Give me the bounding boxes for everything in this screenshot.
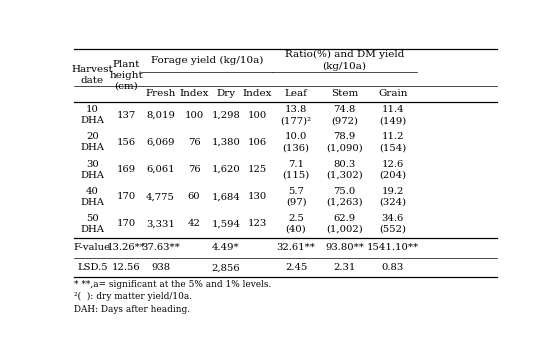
Text: 40
DHA: 40 DHA [80, 187, 104, 207]
Text: 6,061: 6,061 [146, 165, 175, 174]
Text: 106: 106 [248, 138, 267, 147]
Text: 125: 125 [248, 165, 267, 174]
Text: 50
DHA: 50 DHA [80, 214, 104, 234]
Text: 130: 130 [248, 192, 267, 201]
Text: 12.6
(204): 12.6 (204) [379, 160, 406, 180]
Text: Plant
height
(cm): Plant height (cm) [109, 60, 143, 91]
Text: 93.80**: 93.80** [325, 243, 364, 252]
Text: 34.6
(552): 34.6 (552) [379, 214, 406, 234]
Text: Index: Index [243, 89, 273, 98]
Text: DAH: Days after heading.: DAH: Days after heading. [74, 305, 190, 314]
Text: 11.2
(154): 11.2 (154) [379, 132, 406, 152]
Text: 12.56: 12.56 [112, 263, 140, 272]
Text: 2.5
(40): 2.5 (40) [286, 214, 306, 234]
Text: 6,069: 6,069 [147, 138, 175, 147]
Text: 80.3
(1,302): 80.3 (1,302) [326, 160, 363, 180]
Text: 10
DHA: 10 DHA [80, 105, 104, 125]
Text: 1,594: 1,594 [211, 220, 240, 228]
Text: 170: 170 [117, 192, 136, 201]
Text: 5.7
(97): 5.7 (97) [286, 187, 306, 207]
Text: Leaf: Leaf [285, 89, 307, 98]
Text: 1,298: 1,298 [211, 111, 240, 120]
Text: 938: 938 [151, 263, 170, 272]
Text: 170: 170 [117, 220, 136, 228]
Text: 19.2
(324): 19.2 (324) [379, 187, 406, 207]
Text: 76: 76 [188, 138, 200, 147]
Text: 1,684: 1,684 [211, 192, 240, 201]
Text: 75.0
(1,263): 75.0 (1,263) [326, 187, 363, 207]
Text: Harvest
date: Harvest date [72, 65, 113, 85]
Text: 0.83: 0.83 [382, 263, 404, 272]
Text: Grain: Grain [378, 89, 407, 98]
Text: 4,775: 4,775 [146, 192, 175, 201]
Text: 4.49*: 4.49* [212, 243, 240, 252]
Text: Ratio(%) and DM yield
(kg/10a): Ratio(%) and DM yield (kg/10a) [285, 50, 404, 71]
Text: 20
DHA: 20 DHA [80, 132, 104, 152]
Text: Index: Index [179, 89, 209, 98]
Text: 62.9
(1,002): 62.9 (1,002) [326, 214, 363, 234]
Text: 123: 123 [248, 220, 267, 228]
Text: LSD.5: LSD.5 [77, 263, 108, 272]
Text: Fresh: Fresh [145, 89, 176, 98]
Text: 8,019: 8,019 [146, 111, 175, 120]
Text: 169: 169 [117, 165, 136, 174]
Text: 78.9
(1,090): 78.9 (1,090) [326, 132, 363, 152]
Text: 3,331: 3,331 [146, 220, 175, 228]
Text: 30
DHA: 30 DHA [80, 160, 104, 180]
Text: 156: 156 [117, 138, 136, 147]
Text: 13.8
(177)²: 13.8 (177)² [280, 105, 312, 125]
Text: * **,a= significant at the 5% and 1% levels.: * **,a= significant at the 5% and 1% lev… [74, 280, 271, 289]
Text: 74.8
(972): 74.8 (972) [331, 105, 358, 125]
Text: 60: 60 [188, 192, 200, 201]
Text: 2.45: 2.45 [285, 263, 307, 272]
Text: Dry: Dry [216, 89, 235, 98]
Text: Forage yield (kg/10a): Forage yield (kg/10a) [150, 56, 263, 65]
Text: 1541.10**: 1541.10** [367, 243, 419, 252]
Text: ²(  ): dry matter yield/10a.: ²( ): dry matter yield/10a. [74, 292, 192, 301]
Text: 100: 100 [248, 111, 267, 120]
Text: 2,856: 2,856 [211, 263, 240, 272]
Text: 137: 137 [117, 111, 136, 120]
Text: 100: 100 [184, 111, 204, 120]
Text: 2.31: 2.31 [333, 263, 356, 272]
Text: 42: 42 [188, 220, 200, 228]
Text: 32.61**: 32.61** [276, 243, 316, 252]
Text: 76: 76 [188, 165, 200, 174]
Text: 1,620: 1,620 [211, 165, 240, 174]
Text: F-value: F-value [74, 243, 111, 252]
Text: 11.4
(149): 11.4 (149) [379, 105, 406, 125]
Text: 7.1
(115): 7.1 (115) [282, 160, 310, 180]
Text: Stem: Stem [331, 89, 358, 98]
Text: 37.63**: 37.63** [141, 243, 180, 252]
Text: 1,380: 1,380 [211, 138, 240, 147]
Text: 10.0
(136): 10.0 (136) [282, 132, 310, 152]
Text: 13.26**: 13.26** [107, 243, 145, 252]
